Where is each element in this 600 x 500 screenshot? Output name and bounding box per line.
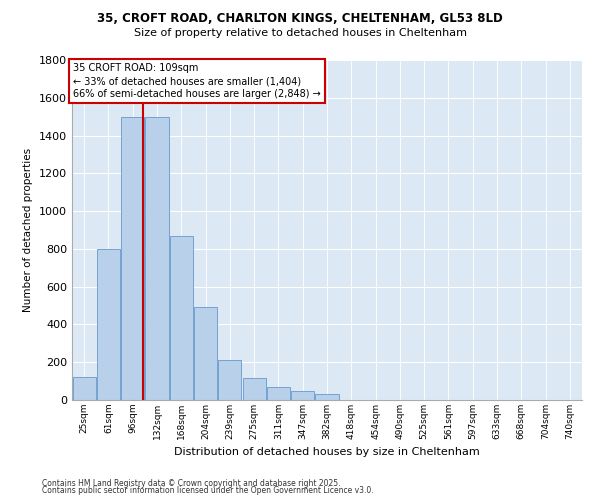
Bar [291, 390, 314, 400]
Bar [121, 116, 144, 400]
X-axis label: Distribution of detached houses by size in Cheltenham: Distribution of detached houses by size … [174, 448, 480, 458]
Bar [194, 308, 217, 400]
Text: 35 CROFT ROAD: 109sqm
← 33% of detached houses are smaller (1,404)
66% of semi-d: 35 CROFT ROAD: 109sqm ← 33% of detached … [73, 63, 321, 99]
Text: Contains HM Land Registry data © Crown copyright and database right 2025.: Contains HM Land Registry data © Crown c… [42, 478, 341, 488]
Text: Size of property relative to detached houses in Cheltenham: Size of property relative to detached ho… [133, 28, 467, 38]
Text: 35, CROFT ROAD, CHARLTON KINGS, CHELTENHAM, GL53 8LD: 35, CROFT ROAD, CHARLTON KINGS, CHELTENH… [97, 12, 503, 26]
Bar [316, 394, 338, 400]
Bar [97, 249, 120, 400]
Text: Contains public sector information licensed under the Open Government Licence v3: Contains public sector information licen… [42, 486, 374, 495]
Y-axis label: Number of detached properties: Number of detached properties [23, 148, 34, 312]
Bar [170, 236, 193, 400]
Bar [242, 378, 266, 400]
Bar [218, 360, 241, 400]
Bar [145, 116, 169, 400]
Bar [73, 378, 95, 400]
Bar [267, 387, 290, 400]
